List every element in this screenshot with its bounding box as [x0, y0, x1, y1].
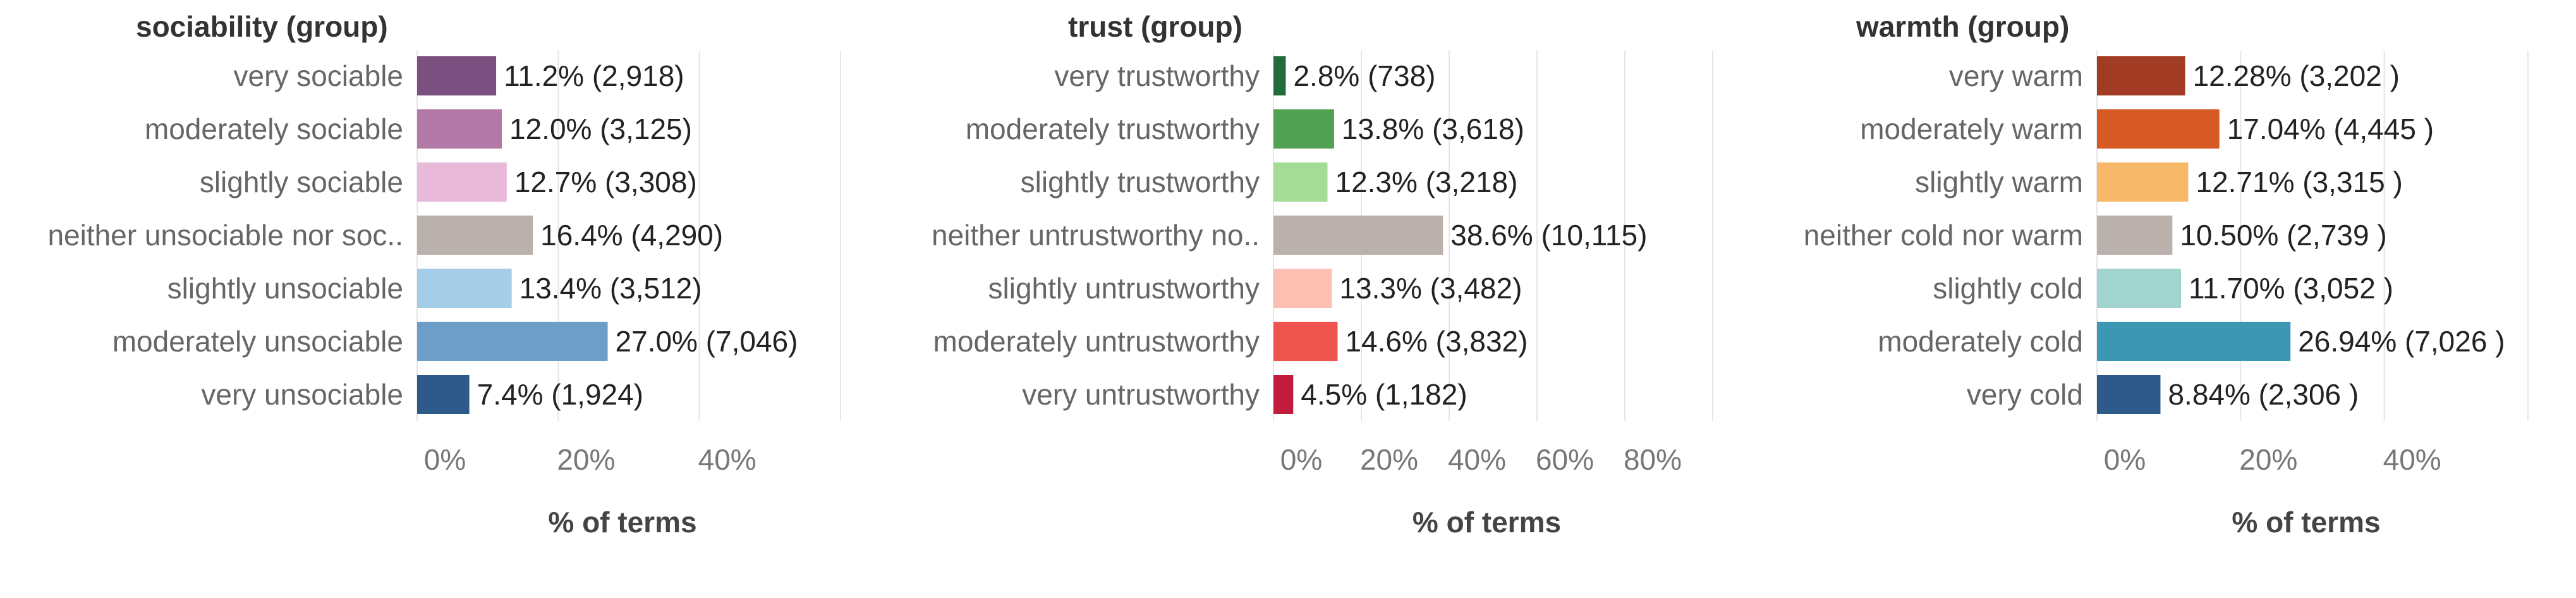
- bar: [1273, 216, 1443, 255]
- bar: [2097, 322, 2291, 361]
- x-axis-title: % of terms: [2232, 506, 2380, 539]
- category-label: neither untrustworthy no..: [932, 219, 1260, 252]
- data-label: 13.3% (3,482): [1339, 272, 1522, 305]
- x-axis-title: % of terms: [548, 506, 696, 539]
- data-label: 17.04% (4,445 ): [2227, 113, 2434, 145]
- bar: [417, 375, 470, 414]
- x-tick-label: 0%: [1280, 443, 1322, 476]
- category-label: moderately warm: [1860, 113, 2083, 145]
- bar: [417, 216, 533, 255]
- data-label: 12.28% (3,202 ): [2193, 59, 2400, 92]
- data-label: 2.8% (738): [1293, 59, 1435, 92]
- bar: [2097, 109, 2220, 149]
- bar: [2097, 216, 2173, 255]
- bar: [1273, 269, 1332, 308]
- x-tick-label: 40%: [1448, 443, 1506, 476]
- category-label: very unsociable: [201, 378, 403, 411]
- panel-title: trust (group): [1068, 10, 1242, 43]
- panel-title: sociability (group): [136, 10, 388, 43]
- data-label: 4.5% (1,182): [1301, 378, 1467, 411]
- data-label: 12.0% (3,125): [509, 113, 692, 145]
- category-label: neither unsociable nor soc..: [47, 219, 403, 252]
- category-label: slightly trustworthy: [1021, 166, 1260, 198]
- category-label: slightly sociable: [200, 166, 403, 198]
- x-tick-label: 40%: [2383, 443, 2441, 476]
- data-label: 13.4% (3,512): [519, 272, 702, 305]
- bar: [1273, 56, 1286, 95]
- category-label: very cold: [1967, 378, 2083, 411]
- data-label: 12.3% (3,218): [1335, 166, 1517, 198]
- x-tick-label: 40%: [698, 443, 756, 476]
- bar: [417, 322, 608, 361]
- category-label: moderately unsociable: [112, 325, 403, 358]
- bar: [2097, 269, 2181, 308]
- x-tick-label: 60%: [1536, 443, 1594, 476]
- data-label: 12.71% (3,315 ): [2196, 166, 2402, 198]
- data-label: 13.8% (3,618): [1342, 113, 1524, 145]
- category-label: very untrustworthy: [1022, 378, 1260, 411]
- x-tick-label: 80%: [1624, 443, 1682, 476]
- category-label: slightly untrustworthy: [988, 272, 1260, 305]
- bar: [2097, 56, 2185, 95]
- data-label: 38.6% (10,115): [1450, 219, 1647, 252]
- bar: [417, 269, 512, 308]
- bar: [1273, 109, 1334, 149]
- data-label: 26.94% (7,026 ): [2298, 325, 2505, 358]
- category-label: slightly cold: [1933, 272, 2083, 305]
- bar: [417, 162, 507, 202]
- data-label: 7.4% (1,924): [477, 378, 643, 411]
- data-label: 12.7% (3,308): [514, 166, 697, 198]
- category-label: neither cold nor warm: [1804, 219, 2083, 252]
- data-label: 11.70% (3,052 ): [2189, 272, 2393, 305]
- bar: [417, 109, 502, 149]
- category-label: slightly unsociable: [167, 272, 403, 305]
- category-label: slightly warm: [1915, 166, 2083, 198]
- x-tick-label: 0%: [2104, 443, 2146, 476]
- category-label: moderately cold: [1878, 325, 2083, 358]
- x-tick-label: 20%: [557, 443, 615, 476]
- x-tick-label: 20%: [1360, 443, 1418, 476]
- bar: [417, 56, 497, 95]
- data-label: 14.6% (3,832): [1345, 325, 1528, 358]
- category-label: very warm: [1949, 59, 2083, 92]
- category-label: moderately trustworthy: [966, 113, 1260, 145]
- panel-title: warmth (group): [1856, 10, 2069, 43]
- data-label: 16.4% (4,290): [540, 219, 723, 252]
- bar: [1273, 375, 1294, 414]
- data-label: 11.2% (2,918): [504, 59, 684, 92]
- data-label: 8.84% (2,306 ): [2168, 378, 2359, 411]
- bar: [2097, 375, 2161, 414]
- category-label: very trustworthy: [1054, 59, 1260, 92]
- data-label: 10.50% (2,739 ): [2180, 219, 2386, 252]
- x-axis-title: % of terms: [1413, 506, 1561, 539]
- x-tick-label: 20%: [2239, 443, 2297, 476]
- category-label: moderately untrustworthy: [933, 325, 1260, 358]
- x-tick-label: 0%: [424, 443, 466, 476]
- bar: [1273, 162, 1328, 202]
- bar: [1273, 322, 1338, 361]
- bar: [2097, 162, 2189, 202]
- data-label: 27.0% (7,046): [616, 325, 798, 358]
- category-label: moderately sociable: [145, 113, 403, 145]
- category-label: very sociable: [234, 59, 403, 92]
